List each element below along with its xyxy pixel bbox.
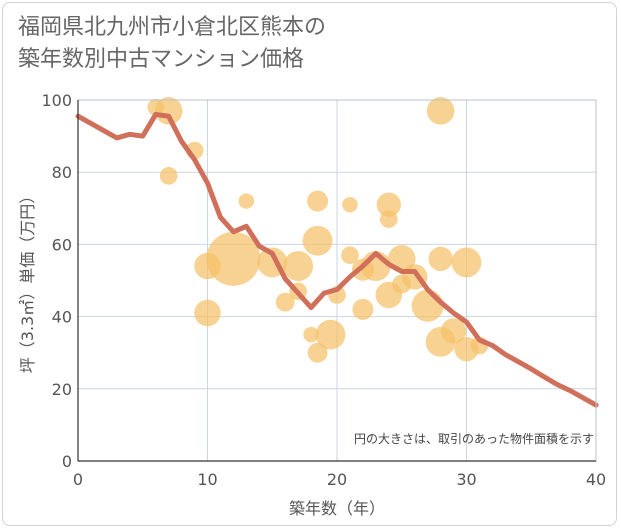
- bubble-point: [426, 97, 455, 125]
- y-axis-label: 坪（3.3㎡）単価（万円）: [18, 188, 37, 373]
- bubble-point: [275, 292, 295, 312]
- chart-title: 福岡県北九州市小倉北区熊本の 築年数別中古マンション価格: [18, 12, 326, 76]
- x-tick-label: 40: [586, 470, 606, 489]
- bubble-point: [307, 342, 328, 363]
- bubble-point: [428, 246, 453, 271]
- bubble-point: [159, 166, 178, 185]
- chart-title-line2: 築年数別中古マンション価格: [18, 47, 305, 72]
- bubble-size-note: 円の大きさは、取引のあった物件面積を示す: [354, 431, 594, 446]
- trend-line-group: [75, 111, 599, 408]
- bubble-point: [376, 192, 401, 217]
- bubble-point: [352, 298, 374, 320]
- y-tick-label: 0: [62, 452, 72, 471]
- tick-labels: 0 10 20 30 40 0 20 40 60 80 100: [41, 91, 606, 489]
- bubble-point: [411, 289, 444, 322]
- bubble-point: [342, 196, 358, 213]
- bubble-point: [302, 225, 333, 256]
- plot-frame: [77, 99, 597, 462]
- chart-title-line1: 福岡県北九州市小倉北区熊本の: [18, 15, 327, 40]
- y-tick-label: 100: [41, 91, 72, 110]
- bubble-point: [238, 193, 255, 209]
- bubble-point: [194, 299, 221, 327]
- bubble-point: [451, 247, 482, 278]
- y-tick-label: 40: [52, 308, 72, 327]
- bubble-point: [440, 318, 467, 344]
- average-price-line: [75, 111, 599, 408]
- y-tick-label: 20: [52, 380, 72, 399]
- bubble-point: [307, 190, 329, 212]
- x-tick-label: 0: [73, 470, 83, 489]
- y-tick-label: 60: [52, 235, 72, 254]
- y-tick-label: 80: [52, 163, 72, 182]
- bubble-point: [283, 251, 314, 281]
- bubble-point: [315, 319, 346, 350]
- bubble-point: [303, 326, 319, 343]
- x-axis-label: 築年数（年）: [289, 499, 385, 518]
- x-tick-label: 30: [456, 470, 476, 489]
- bubble-point: [341, 246, 359, 265]
- x-tick-label: 20: [327, 470, 347, 489]
- x-tick-label: 10: [197, 470, 217, 489]
- bubble-point: [379, 210, 398, 228]
- grid: [77, 99, 597, 462]
- bubbles: [147, 97, 489, 363]
- bubble-point: [206, 231, 261, 286]
